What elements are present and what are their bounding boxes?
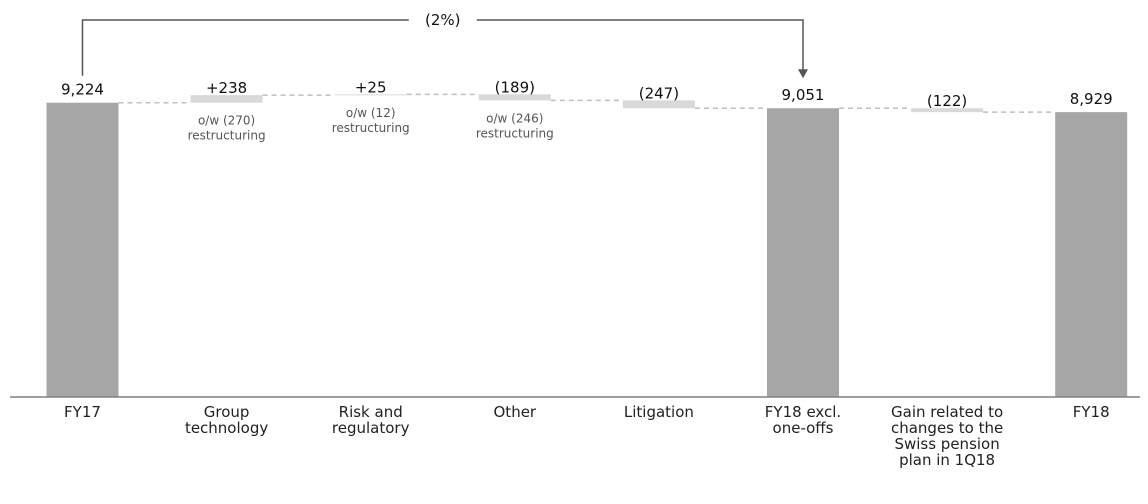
value-label-risk-and-regulatory: +25 (355, 78, 387, 96)
category-line: FY18 excl. (765, 403, 841, 421)
bar-fy17 (46, 102, 119, 398)
category-line: Litigation (624, 403, 694, 421)
bar-other (478, 94, 551, 101)
category-label-fy17: FY17 (64, 403, 101, 421)
bar-risk-and-regulatory (334, 94, 407, 96)
bar-group-technology (190, 95, 263, 103)
value-label-gain-related-to-changes-to-the-swiss-pension-plan-in-1q18: (122) (927, 92, 967, 110)
category-line: Gain related to (891, 403, 1003, 421)
note-group-technology: o/w (270) restructuring (188, 114, 266, 143)
category-line: FY18 (1073, 403, 1110, 421)
value-label-group-technology: +238 (206, 79, 247, 97)
category-label-fy18: FY18 (1073, 403, 1110, 421)
connector-lines (118, 93, 1056, 113)
category-label-litigation: Litigation (624, 403, 694, 421)
note-line: o/w (12) (346, 106, 396, 120)
bar-litigation (622, 100, 695, 109)
category-line: changes to the (891, 419, 1003, 437)
note-line: o/w (270) (198, 114, 255, 128)
bar-fy18 (1055, 112, 1128, 397)
category-line: FY17 (64, 403, 101, 421)
bracket-line-right (476, 19, 804, 71)
value-label-fy17: 9,224 (61, 81, 104, 99)
value-label-litigation: (247) (639, 84, 679, 102)
category-label-group-technology: Group technology (185, 403, 268, 437)
note-other: o/w (246) restructuring (476, 111, 554, 140)
value-label-fy18: 8,929 (1070, 90, 1113, 108)
category-label-gain-related-to-changes-to-the-swiss-pension-plan-in-1q18: Gain related to changes to the Swiss pensi… (891, 403, 1003, 469)
value-label-fy18-excl-one-offs: 9,051 (782, 86, 825, 104)
bar-gain-related-to-changes-to-the-swiss-pension-plan-in-1q18 (911, 108, 984, 113)
bracket-label: (2%) (425, 11, 461, 29)
note-risk-and-regulatory: o/w (12) restructuring (332, 106, 410, 135)
bracket-arrowhead (798, 69, 808, 79)
category-line: one-offs (773, 419, 834, 437)
category-label-other: Other (494, 403, 537, 421)
bracket-line-left (81, 19, 409, 76)
category-line: technology (185, 419, 268, 437)
value-labels-group: 9,224 +238 +25 (189) (247) 9,051 (122) 8,929 (61, 78, 1113, 110)
category-line: Group (204, 403, 250, 421)
change-bracket: (2%) (81, 11, 808, 79)
category-line: regulatory (332, 419, 410, 437)
bar-fy18-excl-one-offs (767, 108, 839, 398)
note-line: o/w (246) (486, 111, 543, 125)
note-line: restructuring (476, 126, 554, 140)
value-label-other: (189) (495, 78, 535, 96)
category-label-fy18-excl-one-offs: FY18 excl. one-offs (765, 403, 841, 437)
category-line: plan in 1Q18 (899, 451, 995, 469)
bars-group (46, 94, 1128, 398)
category-labels-group: FY17 Group technology Risk and regulatory Oth… (64, 403, 1110, 469)
category-line: Other (494, 403, 537, 421)
category-label-risk-and-regulatory: Risk and regulatory (332, 403, 410, 437)
note-line: restructuring (188, 129, 266, 143)
category-line: Risk and (339, 403, 403, 421)
note-line: restructuring (332, 121, 410, 135)
category-line: Swiss pension (894, 435, 999, 453)
